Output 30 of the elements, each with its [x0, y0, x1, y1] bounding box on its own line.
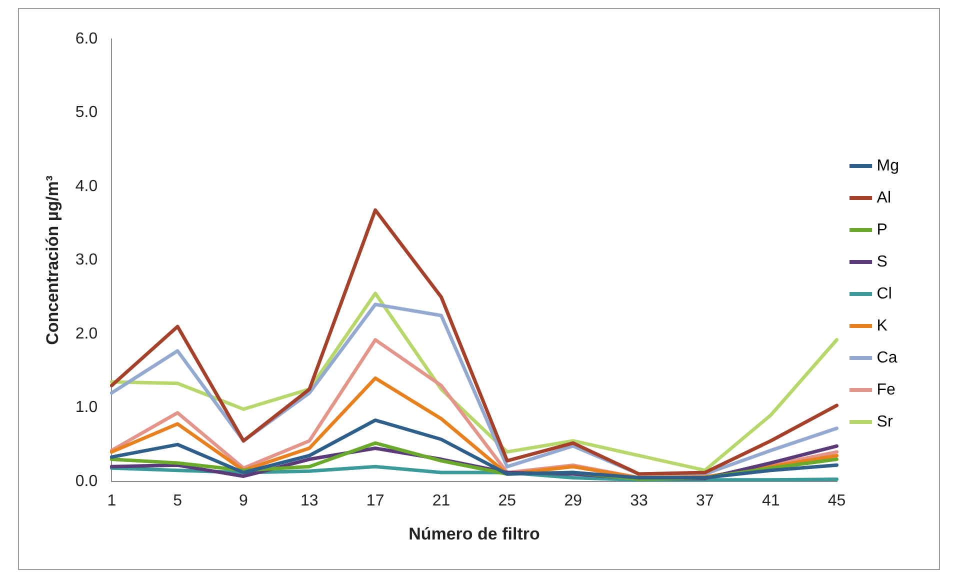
x-tick-label: 25 [498, 492, 516, 510]
legend-label: Cl [876, 285, 892, 302]
x-tick-label: 9 [239, 492, 248, 510]
x-tick-label: 1 [107, 492, 116, 510]
legend-label: Sr [876, 413, 894, 430]
y-tick-label: 3.0 [75, 252, 98, 269]
y-tick-label: 4.0 [75, 178, 98, 195]
x-tick-label: 13 [300, 492, 318, 510]
y-axis-title: Concentración µg/m³ [42, 175, 62, 345]
x-tick-label: 17 [366, 492, 384, 510]
legend-label: S [876, 253, 888, 270]
y-tick-label: 0.0 [75, 472, 98, 490]
x-tick-label: 29 [564, 492, 582, 510]
x-axis-title: Número de filtro [408, 524, 540, 544]
x-tick-label: 41 [762, 492, 780, 510]
y-tick-label: 2.0 [75, 325, 98, 342]
y-tick-label: 6.0 [75, 30, 98, 48]
y-tick-label: 5.0 [75, 104, 98, 122]
legend-label: Fe [876, 381, 896, 398]
legend-label: Ca [876, 349, 898, 366]
x-tick-label: 37 [696, 492, 714, 510]
legend-label: K [876, 317, 888, 334]
y-tick-label: 1.0 [75, 399, 98, 416]
x-tick-label: 45 [828, 492, 846, 510]
legend-label: Mg [876, 157, 900, 174]
x-tick-label: 5 [173, 492, 182, 510]
legend-label: P [876, 221, 888, 238]
x-tick-label: 21 [432, 492, 450, 510]
legend-label: Al [876, 189, 892, 206]
x-tick-label: 33 [630, 492, 648, 510]
